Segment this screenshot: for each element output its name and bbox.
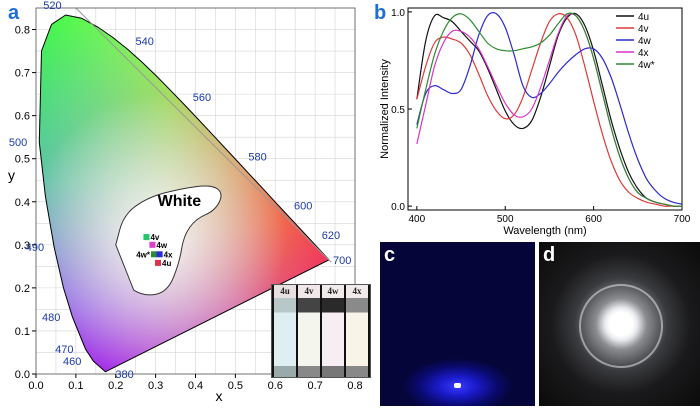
photo-blue-emission: c (380, 242, 535, 406)
wavelength-label: 560 (193, 92, 211, 104)
panel-label-b: b (374, 2, 387, 24)
cie-y-tick-label: 0.2 (15, 283, 30, 295)
spectra-y-axis-label: Normalized Intensity (379, 59, 391, 159)
spectra-y-tick-label: 0.5 (391, 105, 405, 116)
spectra-x-tick-label: 700 (674, 214, 691, 225)
legend-label: 4x (638, 48, 649, 59)
cie-y-axis-label: y (8, 167, 15, 183)
cie-y-tick-label: 0.7 (15, 68, 30, 80)
spectra-x-tick-label: 500 (497, 214, 514, 225)
spectra-y-tick-label: 0.0 (391, 202, 405, 213)
cie-point-4w (149, 241, 156, 248)
cie-x-tick-label: 0.8 (347, 380, 362, 392)
wavelength-label: 460 (63, 356, 81, 368)
vial-label-4u: 4u (280, 286, 290, 296)
vial-4x: 4x (346, 285, 368, 377)
cie-point-4x (156, 251, 163, 258)
wavelength-label: 520 (43, 0, 61, 12)
cie-y-tick-label: 0.5 (15, 154, 30, 166)
cie-point-label: 4u (162, 259, 171, 268)
wavelength-label: 500 (9, 137, 27, 149)
legend-label: 4v (638, 24, 649, 35)
spectrum-line-4v (416, 13, 682, 207)
vial-4w: 4w (322, 285, 344, 377)
cie-x-tick-label: 0.1 (68, 380, 83, 392)
cie-point-4w* (151, 251, 158, 258)
vial-label-4x: 4x (352, 286, 362, 296)
cie-x-tick-label: 0.3 (148, 380, 163, 392)
panel-label-a: a (8, 2, 20, 24)
spectral-locus (38, 14, 330, 373)
wavelength-label: 480 (42, 312, 60, 324)
cie-axes: 0.0 0.1 0.2 0.3 0.4 0.5 0.6 0.7 0.8 0.0 0.1 0.2 0.3 0… (15, 7, 363, 392)
spectra-x-axis-label: Wavelength (nm) (503, 225, 586, 237)
vial-label-4w: 4w (327, 286, 339, 296)
cie-y-tick-label: 0.0 (15, 369, 30, 381)
spectra-x-tick-label: 600 (585, 214, 602, 225)
legend-label: 4w (638, 36, 652, 47)
vial-inset-photo: 4u 4v 4w 4x (271, 284, 371, 378)
vial-4v: 4v (298, 285, 320, 377)
spectra-axes: 400 500 600 700 0.0 0.5 1.0 (391, 7, 691, 225)
wavelength-label: 600 (294, 201, 312, 213)
cie-y-tick-label: 0.6 (15, 111, 30, 123)
cie-point-label: 4x (164, 250, 173, 259)
spectra-x-tick-label: 400 (408, 214, 425, 225)
cie-y-tick-label: 0.8 (15, 25, 30, 37)
wavelength-label: 490 (26, 242, 44, 254)
cie-point-4u (155, 259, 162, 266)
cie-point-4v (143, 234, 150, 241)
wavelength-label: 540 (136, 36, 154, 48)
wavelength-label: 700 (333, 255, 351, 267)
cie-x-tick-label: 0.7 (307, 380, 322, 392)
wavelength-label: 470 (55, 344, 73, 356)
cie-y-tick-label: 0.1 (15, 326, 30, 338)
cie-x-tick-label: 0.4 (188, 380, 203, 392)
vial-label-4v: 4v (304, 286, 314, 296)
legend-label: 4w* (638, 60, 655, 71)
cie-point-label: 4v (150, 233, 159, 242)
wavelength-label: 380 (115, 369, 133, 381)
vial-4u: 4u (274, 285, 296, 377)
cie-x-tick-label: 0.2 (108, 380, 123, 392)
led-chip (454, 383, 461, 388)
legend-label: 4u (638, 12, 649, 23)
cie-x-tick-label: 0.6 (268, 380, 283, 392)
cie-y-tick-label: 0.4 (15, 197, 30, 209)
halo-ring (579, 284, 663, 368)
white-region-label: White (158, 193, 202, 210)
spectra-y-tick-label: 1.0 (391, 8, 405, 19)
cie-y-tick-label: 0.3 (15, 240, 30, 252)
spectrum-line-4w* (416, 12, 683, 207)
spectra-lines (416, 12, 683, 207)
cie-point-label: 4w (156, 241, 167, 250)
cie-x-tick-label: 0.5 (228, 380, 243, 392)
photo-white-emission: d (539, 242, 700, 406)
diagonal-line (75, 7, 332, 263)
spectrum-line-4w (416, 12, 683, 205)
white-region (115, 185, 222, 296)
cie-x-tick-label: 0.0 (28, 380, 43, 392)
wavelength-label: 620 (322, 230, 340, 242)
cie-x-axis-label: x (215, 388, 222, 404)
wavelength-label: 580 (248, 151, 266, 163)
panel-label-c: c (384, 244, 396, 266)
cie-point-label: 4w* (136, 250, 151, 259)
panel-label-d: d (543, 244, 556, 266)
